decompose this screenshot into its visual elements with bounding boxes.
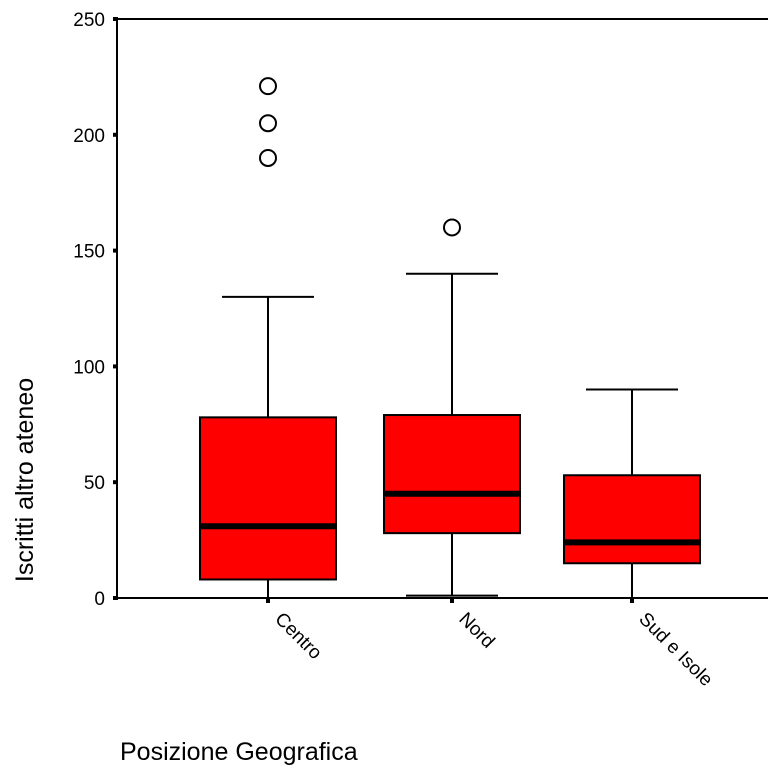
category-label: Centro [270, 609, 325, 664]
y-tick [113, 17, 118, 21]
y-tick [113, 132, 118, 137]
x-tick [630, 598, 634, 603]
box-group-centro: Centro [199, 77, 337, 664]
box-iqr [383, 414, 521, 535]
y-tick-label: 250 [73, 10, 105, 31]
plot-area: 0 50 100 150 200 250 Centro Nord Sud e Isole [73, 10, 768, 691]
y-tick [113, 364, 118, 369]
outlier-point [259, 77, 277, 96]
box-group-sud-e-isole: Sud e Isole [563, 388, 717, 691]
y-tick [113, 480, 118, 485]
box-iqr [563, 474, 701, 565]
y-tick-label: 100 [73, 357, 105, 378]
category-label: Sud e Isole [634, 609, 716, 691]
x-tick [450, 598, 454, 603]
box-iqr [199, 416, 337, 581]
y-tick [113, 248, 118, 253]
outlier-point [443, 218, 461, 237]
y-tick [113, 596, 118, 600]
y-tick-label: 50 [84, 473, 105, 494]
y-tick-label: 200 [73, 126, 105, 147]
category-label: Nord [454, 609, 498, 653]
box-group-nord: Nord [383, 218, 521, 653]
outlier-point [259, 114, 277, 133]
y-tick-label: 0 [94, 589, 105, 610]
x-axis-title: Posizione Geografica [120, 738, 358, 766]
y-tick-label: 150 [73, 242, 105, 263]
y-axis-title: Iscritti altro ateneo [11, 378, 39, 582]
x-tick [266, 598, 270, 603]
outlier-point [259, 148, 277, 167]
